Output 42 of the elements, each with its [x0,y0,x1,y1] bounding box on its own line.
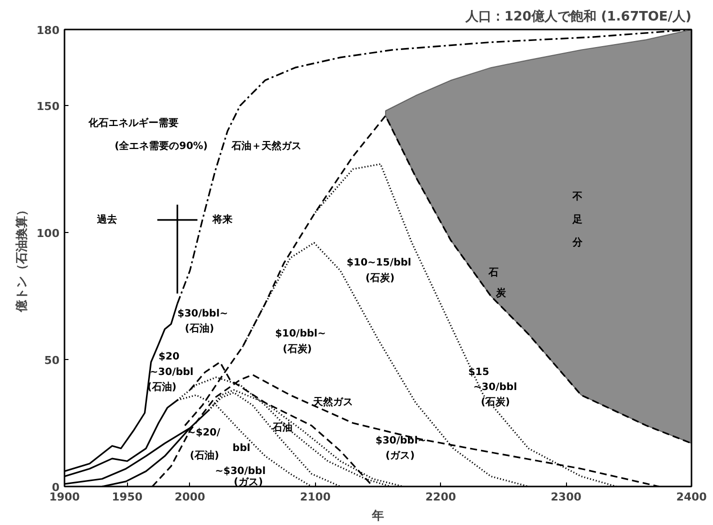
annotation: 石油 [272,422,293,434]
annotation: $20 [158,352,180,363]
annotation: (全エネ需要の90%) [114,140,208,152]
annotation: (石油) [190,450,220,462]
annotation: (石炭) [480,396,510,408]
annotation: 過去 [96,213,118,226]
x-tick-label: 2400 [676,490,708,504]
x-tick-label: 1950 [112,490,143,504]
annotation: $10/bbl~ [275,328,326,340]
x-axis-title: 年 [371,508,384,522]
x-tick-label: 2100 [300,490,331,504]
annotation: (石炭) [282,342,312,355]
annotation: ~30/bbl [473,382,518,393]
y-tick-label: 100 [36,227,60,240]
x-tick-label: 2000 [174,490,206,504]
annotation: 化石エネルギー需要 [87,116,178,129]
annotation: ~30/bbl [150,366,194,378]
y-tick-label: 50 [44,354,60,368]
annotation: 炭 [494,287,507,300]
chart-title: 人口：120億人で飽和 (1.67TOE/人) [464,8,692,24]
annotation: $15 [468,366,490,378]
annotation: bbl [232,442,250,454]
annotation: $10~15/bbl [346,258,412,269]
x-tick-label: 2300 [550,490,582,504]
annotation: (ガス) [386,450,415,462]
annotation: 石 [487,268,498,279]
annotation: $30/bbl~ [375,435,426,446]
annotation: 石油＋天然ガス [230,140,302,152]
y-axis-title: 億トン（石油換算） [14,204,29,313]
annotation: (石炭) [365,272,395,284]
annotation: 分 [571,236,584,248]
y-tick-label: 180 [36,24,60,37]
annotation: ~$30/bbl [214,466,266,477]
annotation: 将来 [211,213,232,226]
annotation: 足 [571,213,582,226]
annotation: $30/bbl~ [177,308,228,320]
x-tick-label: 2200 [425,490,456,504]
annotation: 天然ガス [312,396,353,408]
annotation: (石油) [184,322,214,335]
annotation: 不 [571,192,582,203]
y-tick-label: 150 [36,100,60,114]
annotation: ~$20/ [187,428,221,439]
